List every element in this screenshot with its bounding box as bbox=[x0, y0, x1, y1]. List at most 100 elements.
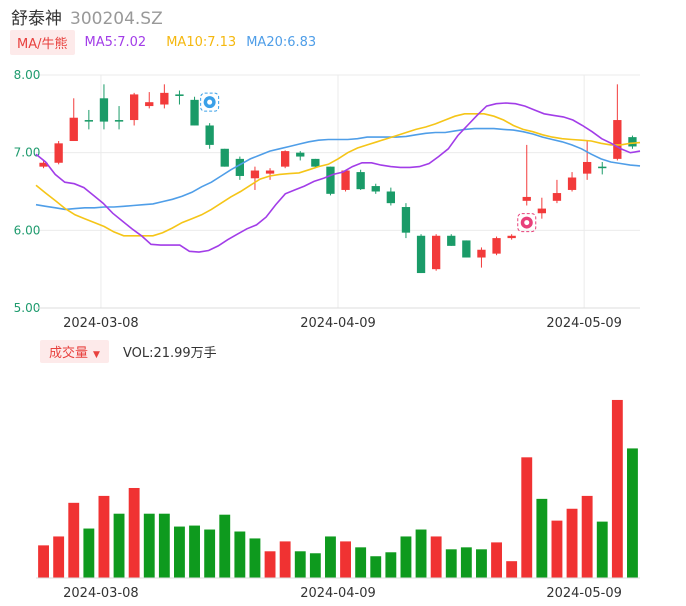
volume-bar bbox=[249, 538, 261, 578]
candle-body bbox=[492, 238, 501, 254]
volume-bar bbox=[521, 457, 533, 578]
volume-bar bbox=[53, 536, 65, 578]
candle-body bbox=[296, 152, 305, 157]
stock-code: 300204.SZ bbox=[70, 9, 163, 29]
candle-body bbox=[175, 94, 184, 96]
volume-bar bbox=[476, 549, 487, 578]
y-tick-label: 8.00 bbox=[14, 68, 41, 82]
volume-x-date-label: 2024-03-08 bbox=[63, 586, 139, 601]
candle-body bbox=[99, 98, 109, 122]
ma-bull-bear-toggle[interactable]: MA/牛熊 bbox=[10, 29, 75, 55]
volume-bar bbox=[189, 525, 200, 578]
candle-body bbox=[341, 170, 350, 190]
volume-indicator-label: 成交量 bbox=[49, 345, 89, 361]
volume-bar bbox=[506, 561, 518, 578]
volume-bar bbox=[370, 556, 382, 578]
volume-bar bbox=[400, 536, 412, 578]
candle-body bbox=[160, 92, 169, 105]
volume-bar bbox=[234, 531, 246, 578]
volume-bar bbox=[566, 508, 578, 578]
candle-body bbox=[114, 120, 124, 122]
marker-center bbox=[207, 99, 213, 105]
volume-bar bbox=[279, 541, 291, 578]
candle-body bbox=[462, 240, 471, 258]
ma5-legend: MA5:7.02 bbox=[84, 34, 147, 50]
candle-body bbox=[145, 102, 154, 107]
y-tick-label: 6.00 bbox=[14, 223, 41, 237]
ma5-line bbox=[35, 102, 641, 253]
candle-body bbox=[129, 94, 139, 121]
candle-body bbox=[552, 193, 562, 201]
candle-body bbox=[311, 158, 320, 167]
volume-bar bbox=[264, 551, 276, 578]
volume-bar bbox=[83, 528, 95, 578]
volume-bar bbox=[174, 526, 185, 578]
volume-bar bbox=[581, 495, 593, 578]
candle-body bbox=[537, 208, 547, 214]
x-date-label: 2024-05-09 bbox=[546, 316, 622, 331]
caret-down-icon: ▼ bbox=[93, 349, 100, 360]
volume-bar bbox=[611, 399, 623, 578]
candle-body bbox=[477, 249, 486, 258]
candle-body bbox=[190, 99, 199, 126]
candle-body bbox=[598, 166, 607, 169]
volume-bar bbox=[204, 529, 216, 578]
x-date-label: 2024-03-08 bbox=[63, 316, 139, 331]
volume-bar bbox=[385, 552, 397, 578]
candle-body bbox=[205, 125, 214, 145]
candle-body bbox=[250, 170, 260, 179]
volume-bar bbox=[128, 487, 140, 578]
volume-indicator-dropdown[interactable]: 成交量 ▼ bbox=[40, 339, 109, 363]
bear-marker-icon bbox=[200, 92, 220, 112]
bull-marker-icon bbox=[517, 213, 537, 233]
candle-body bbox=[507, 235, 516, 239]
candle-body bbox=[280, 151, 290, 167]
volume-bar bbox=[68, 502, 80, 578]
ma10-line bbox=[35, 112, 641, 237]
volume-bar bbox=[430, 536, 442, 578]
marker-frame bbox=[517, 213, 537, 233]
candle-body bbox=[326, 166, 335, 194]
volume-bar bbox=[627, 448, 638, 578]
volume-bar bbox=[294, 551, 306, 578]
candle-body bbox=[39, 162, 48, 167]
x-date-label: 2024-04-09 bbox=[300, 316, 376, 331]
volume-bar bbox=[309, 553, 321, 578]
volume-bar bbox=[355, 547, 367, 578]
candle-body bbox=[567, 177, 577, 190]
candle-body bbox=[582, 161, 592, 174]
candle-body bbox=[54, 143, 63, 163]
volume-bar bbox=[445, 549, 457, 578]
candle-body bbox=[235, 158, 245, 176]
volume-bar bbox=[340, 541, 351, 578]
volume-bar bbox=[491, 542, 502, 578]
candle-body bbox=[386, 191, 396, 204]
ma20-line bbox=[35, 127, 641, 211]
price-chart[interactable]: 8.00 7.00 6.00 5.00 2024-03-08 2024-04-09 2024… bbox=[0, 60, 686, 332]
candle-body bbox=[613, 120, 622, 159]
stock-name: 舒泰神 bbox=[11, 9, 62, 29]
volume-bar bbox=[596, 521, 608, 578]
volume-bar bbox=[460, 547, 472, 578]
volume-bar bbox=[415, 529, 427, 578]
candle-body bbox=[356, 172, 365, 190]
volume-bar bbox=[219, 514, 231, 578]
ma10-legend: MA10:7.13 bbox=[166, 34, 237, 50]
volume-chart[interactable]: 2024-03-08 2024-04-09 2024-05-09 bbox=[0, 370, 686, 606]
volume-bar bbox=[536, 498, 548, 578]
candle-body bbox=[628, 137, 637, 147]
candle-body bbox=[69, 117, 78, 142]
volume-x-date-label: 2024-04-09 bbox=[300, 586, 376, 601]
volume-bar bbox=[143, 513, 155, 578]
marker-center bbox=[524, 220, 530, 226]
volume-x-date-label: 2024-05-09 bbox=[546, 586, 622, 601]
candle-body bbox=[431, 235, 441, 270]
volume-bar bbox=[325, 536, 336, 578]
volume-legend: 成交量 ▼ VOL:21.99万手 bbox=[40, 339, 217, 363]
candle-body bbox=[447, 235, 456, 246]
candle-body bbox=[416, 235, 426, 274]
y-tick-label: 5.00 bbox=[14, 301, 41, 315]
candle-body bbox=[522, 196, 531, 201]
ma20-legend: MA20:6.83 bbox=[246, 34, 317, 50]
candle-body bbox=[401, 207, 411, 233]
